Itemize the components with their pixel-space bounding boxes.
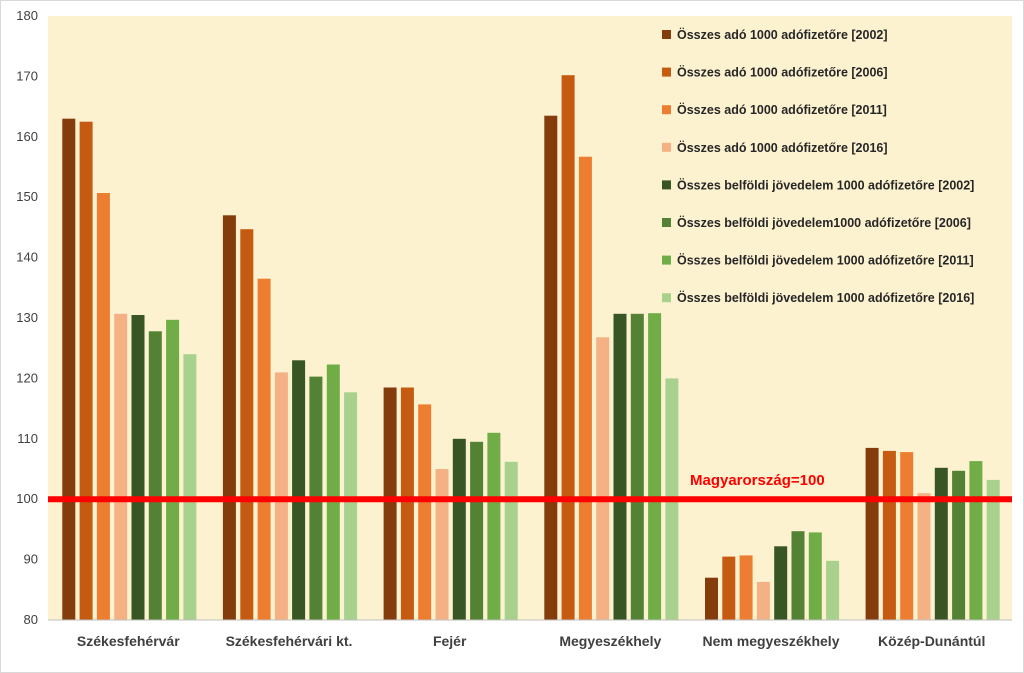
bar: [435, 469, 449, 620]
y-tick-label: 140: [16, 250, 38, 265]
bar: [166, 319, 180, 620]
bar: [222, 215, 236, 621]
legend-swatch: [662, 142, 671, 152]
bar: [344, 392, 358, 620]
bar: [452, 438, 466, 620]
bar: [808, 532, 822, 620]
y-tick-label: 120: [16, 370, 38, 385]
x-tick-label: Székesfehérvár: [77, 633, 180, 649]
bar: [96, 193, 110, 620]
bar: [470, 441, 484, 620]
bar: [900, 452, 914, 620]
bar: [544, 115, 558, 620]
y-tick-label: 110: [17, 431, 38, 446]
y-axis: 80 90 100 110 120 130 140 150 160 170 180: [16, 8, 38, 627]
bar: [648, 313, 662, 620]
legend-label: Összes adó 1000 adófizetőre [2011]: [677, 102, 887, 117]
x-tick-label: Nem megyeszékhely: [703, 633, 840, 649]
legend-swatch: [662, 255, 671, 265]
legend-label: Összes adó 1000 adófizetőre [2016]: [677, 140, 888, 155]
bar: [774, 546, 788, 620]
bar: [79, 121, 93, 620]
legend-swatch: [662, 105, 671, 115]
bar: [62, 118, 76, 620]
reference-line-label: Magyarország=100: [690, 472, 825, 489]
bar: [183, 354, 197, 620]
legend: Összes adó 1000 adófizetőre [2002] Összes…: [662, 27, 974, 305]
y-tick-label: 90: [24, 552, 38, 567]
bar: [969, 461, 983, 620]
legend-label: Összes belföldi jövedelem 1000 adófizető…: [677, 290, 974, 305]
bar: [257, 278, 271, 620]
bar: [578, 156, 592, 620]
bar: [114, 313, 128, 620]
bar: [596, 337, 610, 620]
bar: [865, 447, 879, 620]
bar: [882, 450, 896, 620]
bar: [131, 315, 145, 620]
x-tick-label: Megyeszékhely: [559, 633, 661, 649]
bar: [240, 229, 254, 620]
bar: [292, 360, 306, 620]
plot-area: [48, 16, 1012, 620]
x-tick-label: Székesfehérvári kt.: [226, 633, 353, 649]
bar: [756, 581, 770, 620]
bar: [148, 331, 162, 620]
x-tick-label: Fejér: [433, 633, 467, 649]
bar: [934, 467, 948, 620]
legend-label: Összes belföldi jövedelem 1000 adófizető…: [677, 253, 974, 268]
y-tick-label: 130: [16, 310, 38, 325]
bar: [613, 313, 627, 620]
bar: [504, 461, 518, 620]
bar: [383, 387, 397, 620]
x-tick-label: Közép-Dunántúl: [878, 633, 985, 649]
bar: [400, 387, 414, 620]
legend-swatch: [662, 218, 671, 227]
legend-swatch: [662, 293, 671, 303]
legend-label: Összes belföldi jövedelem 1000 adófizető…: [677, 177, 974, 192]
bar: [986, 479, 1000, 620]
bar: [722, 556, 736, 620]
legend-label: Összes adó 1000 adófizetőre [2002]: [677, 27, 888, 42]
bar: [418, 404, 432, 620]
bar: [630, 313, 644, 620]
legend-label: Összes belföldi jövedelem1000 adófizetőr…: [677, 215, 971, 230]
bar: [487, 432, 501, 620]
y-tick-label: 100: [16, 491, 38, 506]
y-tick-label: 150: [16, 189, 38, 204]
bar: [952, 470, 966, 620]
legend-swatch: [662, 180, 671, 190]
bar: [561, 75, 575, 620]
legend-label: Összes adó 1000 adófizetőre [2006]: [677, 65, 888, 80]
y-tick-label: 80: [24, 612, 38, 627]
bar: [917, 493, 931, 620]
bar: [326, 364, 340, 620]
bar: [705, 577, 718, 620]
y-tick-label: 180: [16, 8, 38, 23]
x-axis-labels: Székesfehérvár Székesfehérvári kt. Fejér Me…: [77, 633, 985, 649]
bar: [791, 531, 805, 620]
legend-swatch: [662, 67, 671, 77]
bar: [739, 555, 753, 620]
bar: [826, 560, 840, 620]
legend-swatch: [662, 30, 671, 39]
y-tick-label: 170: [16, 68, 38, 83]
y-tick-label: 160: [16, 129, 38, 144]
